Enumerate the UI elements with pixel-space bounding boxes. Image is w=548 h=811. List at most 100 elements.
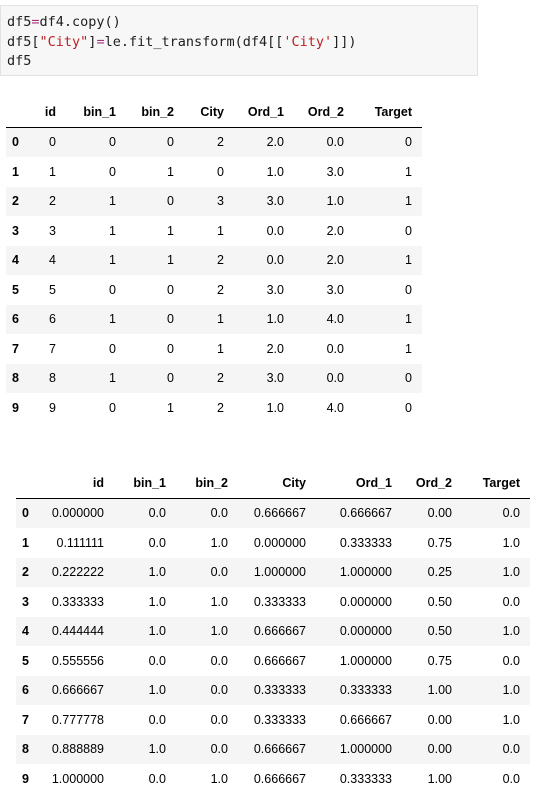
table-cell: 0 <box>354 127 422 157</box>
table-cell: 2.0 <box>234 127 294 157</box>
table-cell: 3.0 <box>326 164 344 179</box>
table-cell: 1.0 <box>210 771 228 786</box>
row-index: 2 <box>16 557 34 587</box>
table-cell: 0 <box>109 282 116 297</box>
table-cell: 0.666667 <box>316 498 402 528</box>
table-cell: 0.333333 <box>339 535 392 550</box>
table-row: 0 0 0 0 2 2.0 0.0 0 <box>6 127 422 157</box>
table-cell: 1 <box>167 164 174 179</box>
table-cell: 1.0 <box>462 557 530 587</box>
table-cell: 1.0 <box>266 400 284 415</box>
row-index: 0 <box>16 498 34 528</box>
table-cell: 3 <box>184 186 234 216</box>
table-cell: 0.000000 <box>316 616 402 646</box>
table-cell: 0.0 <box>176 557 238 587</box>
table-cell: 0.666667 <box>34 675 114 705</box>
table-header-row: id bin_1 bin_2 City Ord_1 Ord_2 Target <box>6 97 422 128</box>
table-cell: 0.666667 <box>238 498 316 528</box>
table-cell: 5 <box>49 282 56 297</box>
column-header: Ord_2 <box>294 97 354 128</box>
table-cell: 1.0 <box>462 616 530 646</box>
table-cell: 3.0 <box>266 282 284 297</box>
table-cell: 0.0 <box>234 245 294 275</box>
row-index: 9 <box>22 771 29 786</box>
table-cell: 0.0 <box>502 771 520 786</box>
table-cell: 0.000000 <box>34 498 114 528</box>
table-row: 2 0.222222 1.0 0.0 1.000000 1.000000 0.25 1.0 <box>16 557 530 587</box>
table-cell: 0.75 <box>427 535 452 550</box>
table-cell: 1 <box>405 341 412 356</box>
table-cell: 3.0 <box>234 186 294 216</box>
table-row: 6 0.666667 1.0 0.0 0.333333 0.333333 1.00 1.0 <box>16 675 530 705</box>
table-cell: 0.0 <box>148 535 166 550</box>
table-cell: 0.00 <box>402 498 462 528</box>
table-row: 3 0.333333 1.0 1.0 0.333333 0.000000 0.50 0.0 <box>16 587 530 617</box>
code-token: "City" <box>39 34 89 50</box>
table-cell: 1 <box>354 186 422 216</box>
table-cell: 0.444444 <box>34 616 114 646</box>
column-header: bin_2 <box>176 468 238 499</box>
table-cell: 0.00 <box>427 712 452 727</box>
table-cell: 0 <box>217 164 224 179</box>
code-token: 'City' <box>283 34 333 50</box>
table-cell: 0.50 <box>402 616 462 646</box>
table-cell: 0.0 <box>462 734 530 764</box>
table-cell: 1 <box>66 304 126 334</box>
table-cell: 1 <box>354 304 422 334</box>
row-index: 8 <box>6 363 28 393</box>
table-row: 7 7 0 0 1 2.0 0.0 1 <box>6 334 422 364</box>
row-index: 4 <box>16 616 34 646</box>
table-cell: 0.0 <box>176 498 238 528</box>
table-row: 7 0.777778 0.0 0.0 0.333333 0.666667 0.00 1.0 <box>16 705 530 735</box>
table-cell: 1.00 <box>427 771 452 786</box>
table-cell: 3.0 <box>234 363 294 393</box>
table-cell: 1 <box>405 164 412 179</box>
table-cell: 0 <box>109 164 116 179</box>
table-cell: 3.0 <box>326 282 344 297</box>
column-header: bin_1 <box>114 468 176 499</box>
table-cell: 1 <box>66 186 126 216</box>
table-cell: 0 <box>126 186 184 216</box>
table-cell: 0.0 <box>210 653 228 668</box>
table-cell: 1.0 <box>114 734 176 764</box>
table-cell: 0.000000 <box>339 594 392 609</box>
code-token: df4.copy() <box>39 14 121 30</box>
column-header: Target <box>462 468 530 499</box>
table-cell: 4.0 <box>294 304 354 334</box>
table-row: 9 1.000000 0.0 1.0 0.666667 0.333333 1.00 0.0 <box>16 764 530 794</box>
table-cell: 0.333333 <box>339 771 392 786</box>
table-cell: 0.00 <box>402 734 462 764</box>
table-cell: 0.0 <box>294 363 354 393</box>
table-cell: 1.0 <box>114 675 176 705</box>
table-cell: 7 <box>49 341 56 356</box>
table-cell: 4.0 <box>326 400 344 415</box>
table-cell: 2 <box>184 363 234 393</box>
table-cell: 0 <box>167 282 174 297</box>
row-index: 7 <box>22 712 29 727</box>
table-cell: 0 <box>109 400 116 415</box>
code-line-1: df5=df4.copy() <box>7 14 121 30</box>
table-cell: 1 <box>167 400 174 415</box>
table-cell: 4 <box>28 245 66 275</box>
table-cell: 1 <box>109 223 116 238</box>
table-cell: 0.333333 <box>51 594 104 609</box>
table-header-row: id bin_1 bin_2 City Ord_1 Ord_2 Target <box>16 468 530 499</box>
row-index: 1 <box>22 535 29 550</box>
table-cell: 0.333333 <box>238 675 316 705</box>
table-cell: 2 <box>184 127 234 157</box>
table-row: 4 4 1 1 2 0.0 2.0 1 <box>6 245 422 275</box>
table-cell: 2 <box>217 400 224 415</box>
code-token: ] <box>88 34 97 50</box>
table-cell: 1.000000 <box>316 557 402 587</box>
table-cell: 0.666667 <box>253 653 306 668</box>
table-cell: 0.0 <box>326 341 344 356</box>
table-cell: 0 <box>109 341 116 356</box>
table-cell: 0 <box>405 223 412 238</box>
code-cell[interactable]: df5=df4.copy() df5["City"]=le.fit_transf… <box>0 5 478 76</box>
table-cell: 0.222222 <box>34 557 114 587</box>
row-index: 8 <box>16 734 34 764</box>
table-cell: 1.000000 <box>316 734 402 764</box>
table-cell: 1.0 <box>210 594 228 609</box>
table-cell: 1.0 <box>176 616 238 646</box>
code-token: = <box>31 14 40 30</box>
